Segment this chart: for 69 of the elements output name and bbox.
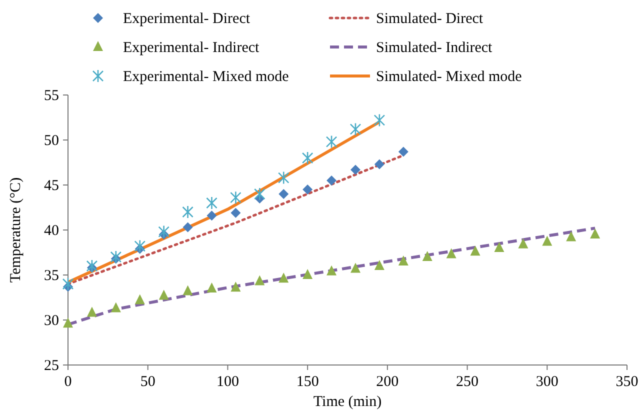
- y-axis-title: Temperature (°C): [8, 177, 24, 283]
- point: [326, 135, 338, 148]
- point: [542, 236, 552, 246]
- x-tick-label: 350: [616, 374, 638, 390]
- point: [590, 228, 600, 238]
- point: [110, 250, 122, 264]
- point: [398, 146, 408, 157]
- point: [374, 114, 386, 127]
- x-tick-label: 300: [536, 374, 558, 390]
- y-tick-label: 55: [44, 88, 59, 104]
- point: [278, 171, 290, 184]
- point: [63, 318, 73, 328]
- point: [566, 231, 576, 242]
- point: [302, 184, 313, 194]
- point: [350, 122, 362, 136]
- legend-label: Simulated- Mixed mode: [376, 69, 522, 85]
- legend-label: Simulated- Direct: [376, 11, 484, 27]
- y-tick-label: 45: [44, 178, 59, 194]
- point: [518, 238, 528, 248]
- point: [254, 187, 266, 201]
- point: [278, 272, 289, 283]
- y-tick-label: 40: [44, 223, 59, 239]
- point: [278, 189, 289, 199]
- point: [86, 259, 98, 273]
- point: [206, 210, 217, 221]
- y-tick-label: 30: [44, 313, 59, 329]
- point: [494, 242, 504, 252]
- legend-label: Experimental- Indirect: [123, 40, 260, 56]
- x-axis-title: Time (min): [313, 394, 382, 410]
- point: [446, 248, 456, 258]
- legend-label: Experimental- Direct: [123, 11, 251, 27]
- point: [206, 282, 217, 292]
- point: [374, 159, 384, 170]
- point: [86, 306, 97, 317]
- point: [134, 240, 146, 253]
- point: [230, 190, 242, 204]
- point: [326, 176, 337, 186]
- point: [134, 294, 145, 304]
- point: [62, 277, 74, 291]
- point: [302, 269, 313, 279]
- point: [182, 285, 193, 296]
- point: [110, 302, 121, 312]
- point: [182, 222, 193, 232]
- legend-label: Experimental- Mixed mode: [123, 69, 290, 85]
- point: [422, 251, 432, 261]
- x-tick-label: 200: [376, 374, 399, 390]
- y-tick-label: 50: [44, 133, 59, 149]
- point: [182, 205, 194, 219]
- y-tick-label: 35: [44, 268, 59, 284]
- point: [326, 265, 337, 276]
- legend-label: Simulated- Indirect: [376, 40, 494, 56]
- point: [374, 260, 384, 270]
- x-tick-label: 100: [216, 374, 239, 390]
- point: [302, 151, 314, 165]
- point: [350, 164, 360, 175]
- point: [350, 262, 360, 273]
- x-tick-label: 150: [296, 374, 319, 390]
- y-tick-label: 25: [44, 358, 59, 374]
- x-tick-label: 250: [456, 374, 479, 390]
- point: [230, 208, 241, 218]
- point: [398, 256, 408, 266]
- x-tick-label: 50: [140, 374, 156, 390]
- x-tick-label: 0: [64, 374, 72, 390]
- point: [470, 246, 480, 256]
- point: [158, 290, 169, 300]
- point: [206, 196, 218, 210]
- point: [230, 282, 241, 292]
- point: [158, 225, 170, 238]
- point: [254, 275, 265, 286]
